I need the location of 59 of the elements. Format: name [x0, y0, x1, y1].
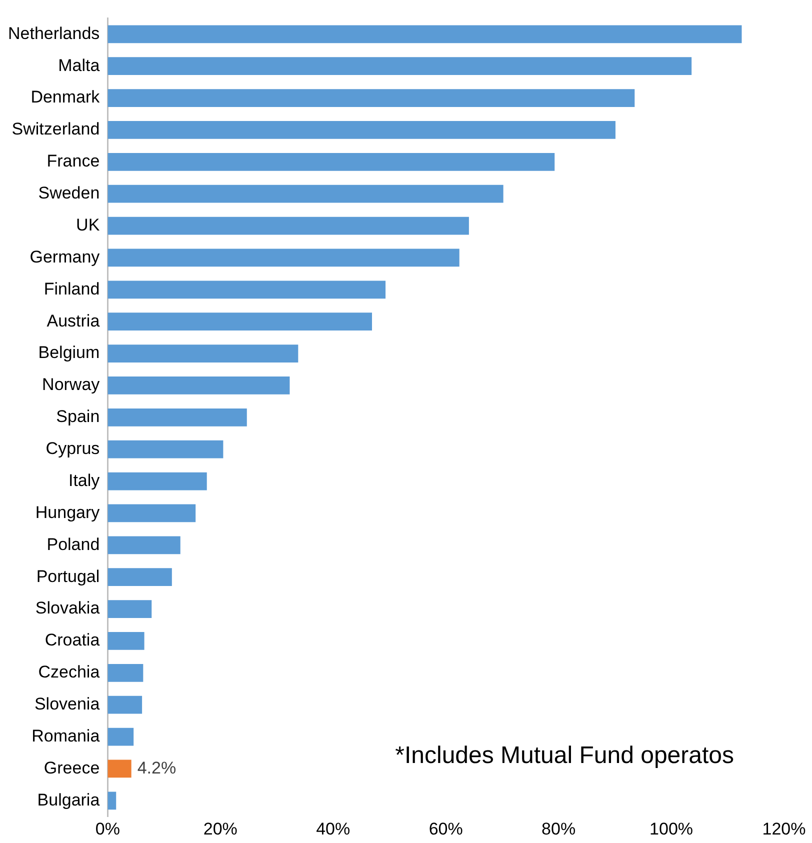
y-tick-label: France — [46, 152, 100, 171]
x-tick-label: 100% — [650, 819, 694, 838]
y-tick-label: Netherlands — [8, 24, 100, 43]
bar — [108, 568, 172, 586]
y-tick-label: Sweden — [38, 184, 100, 203]
bar — [108, 728, 134, 746]
y-tick-label: Slovenia — [34, 694, 100, 714]
y-tick-label: Cyprus — [46, 439, 100, 458]
bar — [108, 25, 742, 44]
bar — [108, 632, 144, 650]
y-tick-label: Czechia — [38, 662, 100, 682]
y-tick-label: Croatia — [44, 630, 100, 650]
y-tick-label: Austria — [46, 311, 100, 330]
bar — [108, 504, 196, 522]
bar — [108, 536, 180, 554]
y-tick-label: UK — [76, 215, 100, 234]
y-tick-label: Germany — [30, 247, 100, 266]
y-tick-label: Belgium — [38, 343, 100, 362]
bar — [108, 312, 372, 331]
y-tick-label: Hungary — [35, 502, 100, 522]
y-tick-label: Poland — [46, 534, 100, 554]
y-tick-label: Malta — [58, 56, 100, 75]
bar — [108, 408, 247, 426]
y-tick-label: Finland — [44, 279, 100, 298]
bar — [108, 760, 132, 778]
x-tick-label: 60% — [428, 819, 463, 838]
bar — [108, 792, 116, 810]
y-tick-label: Norway — [42, 375, 100, 394]
y-tick-label: Bulgaria — [37, 790, 100, 810]
y-tick-label: Slovakia — [35, 598, 100, 618]
bar — [108, 600, 152, 618]
bar — [108, 216, 469, 235]
x-tick-label: 80% — [542, 819, 576, 838]
y-tick-label: Portugal — [36, 566, 100, 586]
y-tick-label: Denmark — [30, 88, 100, 107]
bar — [108, 696, 142, 714]
bar — [108, 472, 207, 490]
bar — [108, 152, 555, 171]
y-tick-label: Greece — [44, 758, 100, 778]
bar — [108, 280, 386, 299]
y-tick-label: Italy — [68, 470, 100, 490]
bar — [108, 57, 692, 76]
data-label: 4.2% — [137, 758, 176, 778]
x-tick-label: 40% — [316, 819, 350, 838]
bar — [108, 344, 298, 362]
x-tick-label: 20% — [203, 819, 238, 838]
bar — [108, 440, 224, 458]
bar — [108, 248, 460, 267]
annotation: *Includes Mutual Fund operatos — [395, 742, 734, 770]
bar — [108, 89, 635, 107]
y-tick-label: Spain — [56, 407, 100, 426]
bar — [108, 184, 504, 203]
x-tick-label: 120% — [762, 819, 806, 838]
bar — [108, 121, 616, 139]
bar — [108, 376, 290, 394]
y-tick-label: Switzerland — [12, 120, 100, 139]
y-tick-label: Romania — [32, 726, 100, 746]
bar — [108, 664, 144, 682]
x-tick-label: 0% — [95, 819, 120, 838]
